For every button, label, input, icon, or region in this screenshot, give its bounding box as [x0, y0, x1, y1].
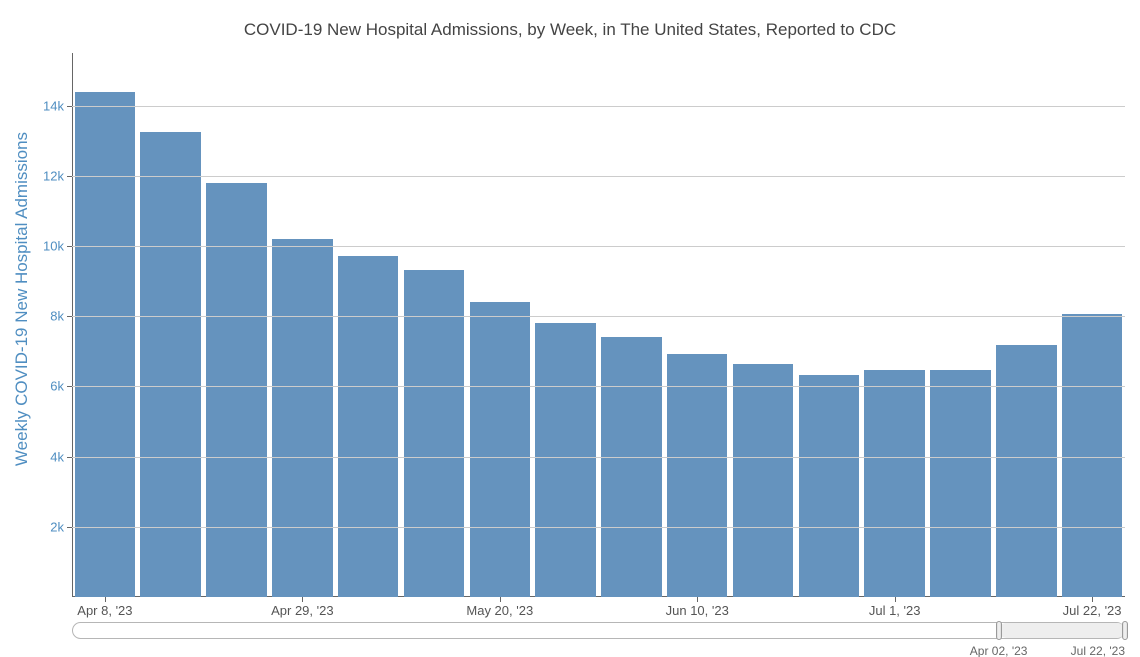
bar[interactable] — [470, 302, 531, 598]
gridline — [72, 457, 1125, 458]
x-tick-label: Apr 29, '23 — [271, 597, 333, 618]
bar[interactable] — [1062, 314, 1123, 597]
y-axis-label: Weekly COVID-19 New Hospital Admissions — [8, 0, 36, 597]
x-tick-label: May 20, '23 — [466, 597, 533, 618]
gridline — [72, 246, 1125, 247]
plot-area: 2k4k6k8k10k12k14kApr 8, '23Apr 29, '23Ma… — [72, 53, 1125, 597]
bar[interactable] — [535, 323, 596, 597]
range-handle-end[interactable] — [1122, 621, 1128, 640]
x-tick-label: Jul 22, '23 — [1063, 597, 1122, 618]
range-track[interactable] — [72, 622, 1125, 639]
range-selection[interactable] — [999, 623, 1125, 638]
y-tick-label: 8k — [50, 309, 72, 324]
bar[interactable] — [338, 256, 399, 597]
bar[interactable] — [75, 92, 136, 597]
gridline — [72, 386, 1125, 387]
bar[interactable] — [404, 270, 465, 597]
y-tick-label: 12k — [43, 168, 72, 183]
y-tick-label: 10k — [43, 239, 72, 254]
y-tick-label: 14k — [43, 98, 72, 113]
x-tick-label: Jun 10, '23 — [666, 597, 729, 618]
chart-title: COVID-19 New Hospital Admissions, by Wee… — [0, 20, 1140, 40]
y-tick-label: 2k — [50, 519, 72, 534]
y-tick-label: 4k — [50, 449, 72, 464]
bar[interactable] — [996, 345, 1057, 597]
x-tick-label: Apr 8, '23 — [77, 597, 132, 618]
bar[interactable] — [733, 364, 794, 597]
x-tick-label: Jul 1, '23 — [869, 597, 921, 618]
gridline — [72, 316, 1125, 317]
range-label-start: Apr 02, '23 — [970, 644, 1028, 657]
range-slider[interactable]: Apr 02, '23 Jul 22, '23 — [72, 622, 1125, 640]
bar[interactable] — [601, 337, 662, 597]
bar[interactable] — [799, 375, 860, 597]
y-tick-label: 6k — [50, 379, 72, 394]
gridline — [72, 106, 1125, 107]
range-handle-start[interactable] — [996, 621, 1002, 640]
gridline — [72, 527, 1125, 528]
bar[interactable] — [206, 183, 267, 597]
gridline — [72, 176, 1125, 177]
bars-layer — [72, 53, 1125, 597]
bar[interactable] — [667, 354, 728, 597]
bar[interactable] — [930, 370, 991, 597]
range-label-end: Jul 22, '23 — [1071, 644, 1125, 657]
bar[interactable] — [864, 370, 925, 597]
bar[interactable] — [272, 239, 333, 597]
